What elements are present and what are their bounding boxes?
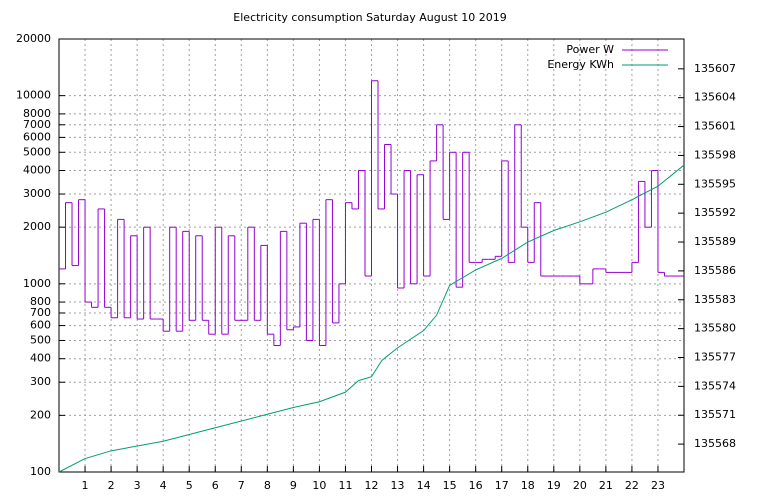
y2-tick-label: 135586 [694, 264, 736, 277]
plot-frame [58, 38, 685, 473]
legend-label: Energy KWh [547, 58, 614, 71]
x-tick-label: 5 [186, 479, 193, 492]
y-tick-label: 5000 [23, 145, 51, 158]
x-tick-label: 8 [264, 479, 271, 492]
y2-tick-label: 135583 [694, 293, 736, 306]
y-tick-label: 7000 [23, 118, 51, 131]
y-tick-label: 3000 [23, 187, 51, 200]
y2-tick-label: 135595 [694, 177, 736, 190]
y2-tick-label: 135592 [694, 206, 736, 219]
x-tick-label: 22 [625, 479, 639, 492]
y-tick-label: 700 [30, 306, 51, 319]
y-tick-label: 10000 [16, 89, 51, 102]
x-tick-label: 16 [469, 479, 483, 492]
x-tick-label: 13 [391, 479, 405, 492]
y2-tick-label: 135574 [694, 379, 736, 392]
y-tick-label: 1000 [23, 277, 51, 290]
y-tick-label: 500 [30, 333, 51, 346]
x-tick-label: 14 [417, 479, 431, 492]
chart-title: Electricity consumption Saturday August … [233, 11, 506, 24]
y-tick-label: 20000 [16, 32, 51, 45]
y-tick-label: 4000 [23, 164, 51, 177]
y-tick-label: 800 [30, 295, 51, 308]
y2-tick-label: 135601 [694, 120, 736, 133]
x-tick-label: 19 [547, 479, 561, 492]
x-tick-label: 23 [651, 479, 665, 492]
x-tick-label: 20 [573, 479, 587, 492]
y-tick-label: 300 [30, 375, 51, 388]
x-tick-label: 1 [82, 479, 89, 492]
y-tick-label: 600 [30, 319, 51, 332]
y2-tick-label: 135589 [694, 235, 736, 248]
y-tick-label: 6000 [23, 130, 51, 143]
legend-label: Power W [566, 43, 614, 56]
y2-tick-label: 135568 [694, 437, 736, 450]
x-tick-label: 2 [108, 479, 115, 492]
x-tick-label: 21 [599, 479, 613, 492]
y-tick-label: 8000 [23, 107, 51, 120]
y2-tick-label: 135598 [694, 148, 736, 161]
x-tick-label: 17 [495, 479, 509, 492]
x-tick-label: 9 [290, 479, 297, 492]
x-tick-label: 15 [443, 479, 457, 492]
x-tick-label: 7 [238, 479, 245, 492]
y2-tick-label: 135607 [694, 62, 736, 75]
x-tick-label: 3 [134, 479, 141, 492]
x-tick-label: 18 [521, 479, 535, 492]
energy-line [58, 164, 685, 473]
x-tick-label: 6 [212, 479, 219, 492]
x-tick-label: 11 [338, 479, 352, 492]
y-tick-label: 200 [30, 408, 51, 421]
x-tick-label: 12 [365, 479, 379, 492]
y-tick-label: 400 [30, 352, 51, 365]
y2-tick-label: 135577 [694, 350, 736, 363]
y2-tick-label: 135580 [694, 322, 736, 335]
x-tick-label: 4 [160, 479, 167, 492]
x-tick-label: 10 [312, 479, 326, 492]
y2-tick-label: 135604 [694, 91, 736, 104]
y-tick-label: 2000 [23, 220, 51, 233]
y2-tick-label: 135571 [694, 408, 736, 421]
y-tick-label: 100 [30, 465, 51, 478]
